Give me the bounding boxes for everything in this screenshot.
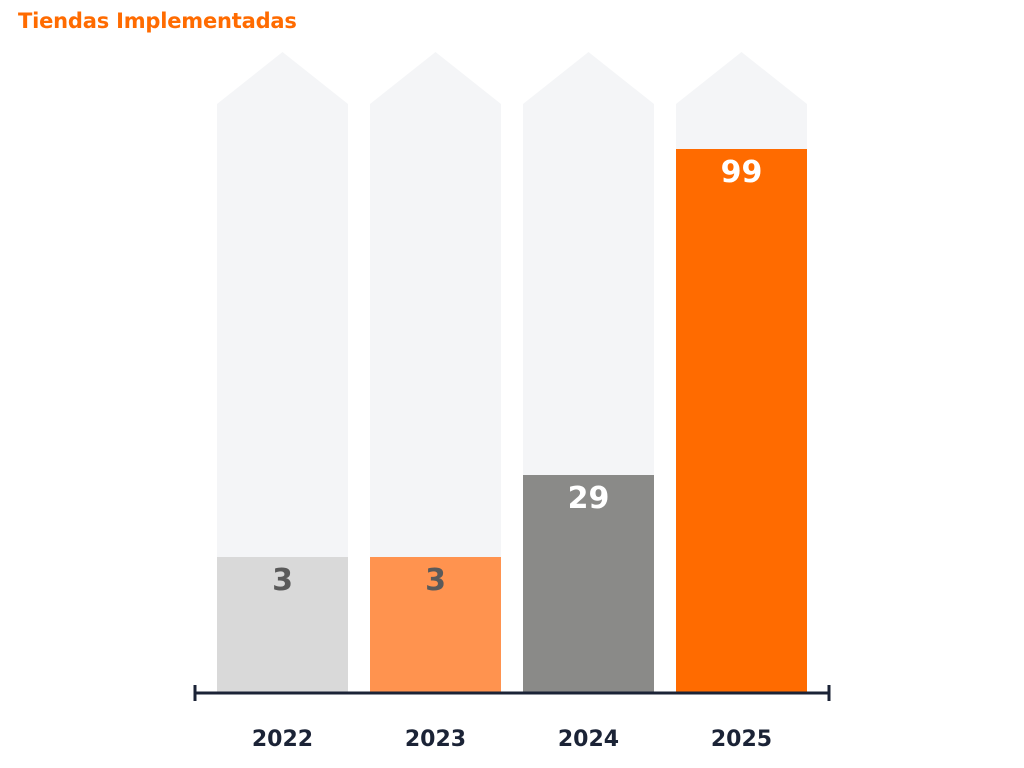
x-axis: [193, 685, 831, 701]
chart-title: Tiendas Implementadas: [18, 9, 297, 33]
category-label-2025: 2025: [711, 727, 772, 752]
bars: [217, 149, 807, 693]
bar-2024: [523, 475, 654, 693]
value-labels: 3 3 29 99: [272, 155, 762, 598]
category-label-2022: 2022: [252, 727, 313, 752]
category-label-2023: 2023: [405, 727, 466, 752]
bar-2022: [217, 557, 348, 693]
value-label-2025: 99: [721, 155, 763, 190]
bar-2025: [676, 149, 807, 693]
value-label-2024: 29: [568, 481, 610, 516]
value-label-2022: 3: [272, 563, 293, 598]
background-arrow-2023: [370, 52, 501, 693]
value-label-2023: 3: [425, 563, 446, 598]
category-label-2024: 2024: [558, 727, 619, 752]
category-labels: 2022 2023 2024 2025: [252, 727, 772, 752]
bar-2023: [370, 557, 501, 693]
background-arrow-2022: [217, 52, 348, 693]
